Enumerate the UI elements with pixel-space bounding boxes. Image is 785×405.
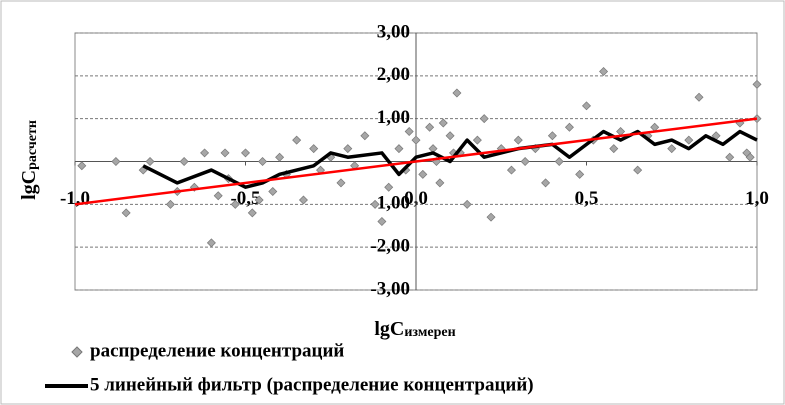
data-point bbox=[506, 165, 516, 175]
data-point bbox=[541, 178, 551, 188]
data-point bbox=[394, 144, 404, 154]
data-point bbox=[684, 135, 694, 145]
y-axis-title-sub: расчетн bbox=[25, 120, 40, 170]
data-point bbox=[513, 135, 523, 145]
data-point bbox=[336, 178, 346, 188]
data-point bbox=[370, 199, 380, 209]
data-point bbox=[258, 157, 268, 166]
moving-average-line bbox=[142, 129, 758, 189]
trend-line bbox=[74, 117, 758, 206]
data-point bbox=[230, 199, 240, 209]
y-tick-label: 2,00 bbox=[377, 64, 410, 85]
data-point bbox=[564, 122, 574, 132]
data-point bbox=[575, 169, 585, 179]
data-point bbox=[745, 152, 755, 162]
data-point bbox=[220, 148, 230, 158]
data-point bbox=[633, 165, 643, 175]
legend: распределение концентраций 5 линейный фи… bbox=[45, 340, 534, 395]
data-point bbox=[479, 114, 489, 124]
data-point bbox=[616, 127, 626, 137]
legend-marker bbox=[71, 346, 83, 358]
data-point bbox=[268, 186, 278, 196]
data-point bbox=[547, 131, 557, 141]
data-point bbox=[309, 144, 319, 154]
y-axis-title-main: lgC bbox=[18, 170, 40, 200]
data-point bbox=[520, 157, 530, 166]
data-point bbox=[200, 148, 210, 158]
data-point bbox=[111, 157, 121, 166]
data-point bbox=[411, 135, 421, 145]
data-point bbox=[206, 238, 216, 248]
data-point bbox=[254, 195, 264, 205]
data-point bbox=[425, 122, 435, 132]
data-point bbox=[292, 135, 302, 145]
x-tick-label: -1,0 bbox=[60, 188, 90, 209]
data-point bbox=[452, 88, 462, 98]
data-point bbox=[650, 122, 660, 132]
data-point bbox=[694, 92, 704, 102]
data-point bbox=[438, 118, 448, 128]
data-point bbox=[472, 135, 482, 145]
data-point bbox=[435, 178, 445, 188]
data-point bbox=[582, 101, 591, 111]
y-axis-title: lgCрасчетн bbox=[18, 120, 41, 200]
data-point bbox=[725, 152, 735, 162]
data-point bbox=[486, 212, 496, 222]
data-point bbox=[418, 169, 428, 179]
data-point bbox=[360, 131, 370, 141]
y-tick-label: 1,00 bbox=[377, 107, 410, 128]
data-point bbox=[462, 199, 472, 209]
y-tick-label: -2,00 bbox=[370, 236, 410, 257]
x-tick-label: 0,5 bbox=[575, 188, 599, 209]
x-axis-title-sub: измерен bbox=[404, 325, 455, 340]
plot-area: -3,00-2,00-1,001,002,003,00-1,0 -0,5 0,0 0,… bbox=[60, 21, 769, 299]
x-axis-title-main: lgC bbox=[374, 318, 404, 340]
data-point bbox=[145, 157, 155, 166]
data-point bbox=[667, 144, 677, 154]
y-tick-label: 3,00 bbox=[377, 21, 410, 42]
data-point bbox=[247, 208, 257, 218]
data-point bbox=[121, 208, 131, 218]
data-point bbox=[343, 144, 353, 154]
legend-label: 5 линейный фильтр (распределение концент… bbox=[90, 374, 534, 395]
x-tick-label: 1,0 bbox=[745, 188, 769, 209]
data-point bbox=[377, 216, 387, 226]
data-point bbox=[404, 127, 414, 137]
y-tick-label: -3,00 bbox=[370, 278, 410, 299]
data-point bbox=[428, 144, 438, 154]
data-point bbox=[599, 67, 609, 77]
data-point bbox=[752, 79, 762, 89]
data-point bbox=[445, 131, 455, 141]
data-point bbox=[609, 144, 619, 154]
data-point bbox=[275, 152, 285, 162]
data-point bbox=[298, 195, 308, 205]
data-point bbox=[554, 157, 564, 166]
data-point bbox=[77, 161, 87, 171]
y-tick-label: -1,00 bbox=[370, 193, 410, 214]
data-point bbox=[241, 148, 250, 158]
legend-label: распределение концентраций bbox=[90, 340, 344, 361]
x-axis-title: lgCизмерен bbox=[374, 318, 455, 341]
data-point bbox=[213, 191, 223, 201]
data-point bbox=[179, 157, 189, 166]
data-point bbox=[384, 182, 394, 192]
data-point bbox=[165, 199, 175, 209]
